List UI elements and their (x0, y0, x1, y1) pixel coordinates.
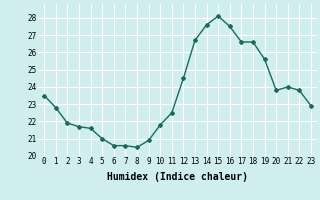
X-axis label: Humidex (Indice chaleur): Humidex (Indice chaleur) (107, 172, 248, 182)
